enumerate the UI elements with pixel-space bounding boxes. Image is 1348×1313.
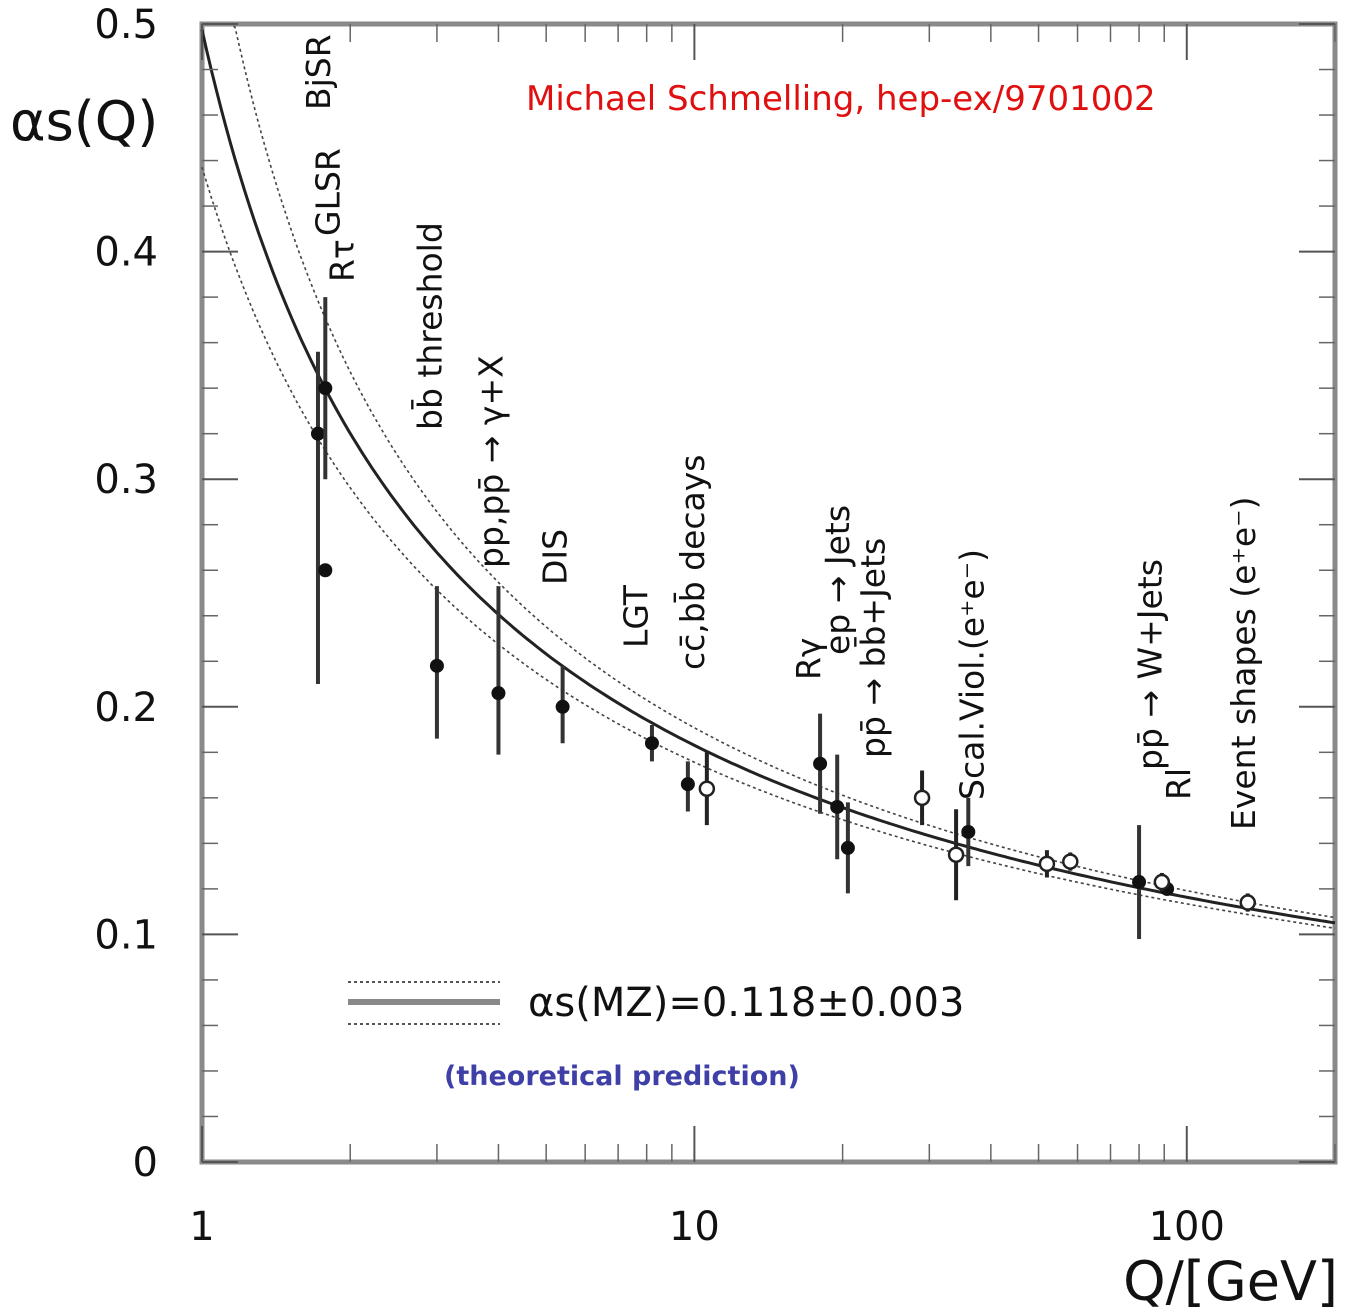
y-tick-label: 0.1: [94, 912, 158, 958]
y-tick-label: 0.2: [94, 685, 158, 731]
measurement-label: Rγ: [789, 638, 828, 680]
y-tick-label: 0.3: [94, 457, 158, 503]
x-tick-label: 100: [1149, 1204, 1225, 1250]
data-points: [310, 297, 1257, 939]
data-point-filled: [961, 824, 976, 839]
data-point-filled: [555, 699, 570, 714]
theory-curve-solid-0: [200, 29, 1336, 925]
data-point-filled: [830, 799, 845, 814]
data-point-open: [1153, 873, 1171, 891]
x-tick-label: 10: [669, 1204, 720, 1250]
source-annotation: Michael Schmelling, hep-ex/9701002: [526, 79, 1156, 119]
measurement-label: Rl: [1159, 768, 1198, 800]
data-point-filled: [429, 658, 444, 673]
data-point-open: [698, 780, 716, 797]
tick-labels: 1 10 100 0 0.1 0.2 0.3 0.4 0.5: [94, 2, 1225, 1250]
legend: αs(MZ)=0.118±0.003 (theoretical predicti…: [348, 980, 964, 1092]
data-point-filled: [680, 777, 695, 792]
data-point-filled: [318, 381, 333, 396]
theory-curves: [200, 23, 1336, 930]
data-point-filled: [310, 426, 325, 441]
y-axis-title: αs(Q): [10, 90, 158, 153]
plot-frame: [199, 21, 1338, 1165]
data-point-filled: [644, 736, 659, 751]
legend-label: αs(MZ)=0.118±0.003: [528, 980, 964, 1026]
measurement-label: BjSR: [299, 34, 338, 110]
measurement-label: pp,pp̄ → γ+X: [471, 355, 510, 568]
data-point-open: [947, 846, 965, 863]
measurement-label: bb̄ threshold: [410, 222, 450, 430]
measurement-label: DIS: [536, 529, 575, 585]
data-point-filled: [813, 756, 828, 771]
measurement-label: Event shapes (e⁺e⁻): [1224, 497, 1263, 830]
measurement-label: Scal.Viol.(e⁺e⁻): [952, 549, 991, 800]
measurement-label: Rτ: [323, 239, 362, 282]
data-point-open: [1062, 853, 1079, 870]
data-point-filled: [840, 840, 855, 855]
y-tick-label: 0.5: [94, 2, 158, 48]
legend-note: (theoretical prediction): [444, 1061, 800, 1092]
theory-curve-dotted-1: [201, 166, 1336, 930]
data-point-open: [913, 789, 931, 807]
measurement-label: ep → Jets: [818, 505, 857, 655]
axis-ticks: [201, 23, 1336, 1163]
measurement-label: GLSR: [309, 148, 348, 236]
data-point-open: [1239, 894, 1257, 911]
measurement-label: cc̄,bb̄ decays: [672, 455, 712, 671]
y-tick-label: 0: [133, 1140, 158, 1186]
data-point-filled: [318, 563, 333, 578]
measurement-label: pp̄ → W+Jets: [1131, 559, 1170, 770]
data-point-open: [1038, 855, 1056, 873]
x-axis-title: Q/[GeV]: [1123, 1250, 1338, 1313]
x-tick-label: 1: [189, 1204, 214, 1250]
measurement-label: LGT: [617, 584, 656, 648]
measurement-label: pp̄ → bb̄+Jets: [852, 538, 892, 758]
data-point-filled: [1132, 875, 1147, 890]
theory-curve-dotted-2: [216, 23, 1336, 919]
y-tick-label: 0.4: [94, 230, 158, 276]
data-point-filled: [491, 686, 506, 701]
